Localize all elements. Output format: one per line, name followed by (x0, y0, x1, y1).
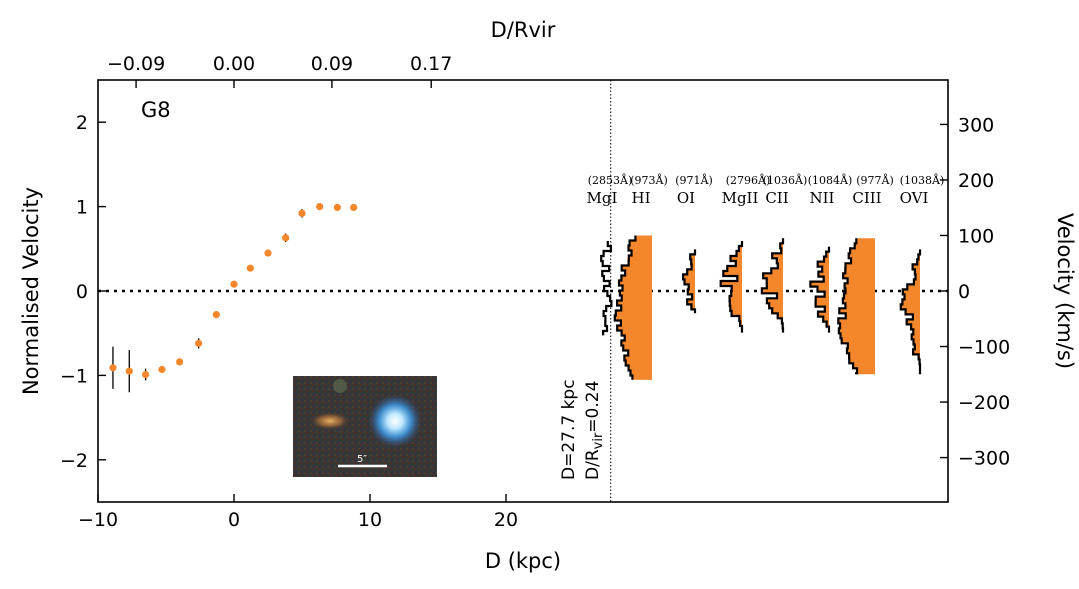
spectrum-wavelength-label: (1036Å) (763, 173, 808, 187)
spectrum-outline (760, 238, 785, 333)
spectrum-outline (682, 249, 697, 314)
data-point (246, 264, 254, 272)
spectrum-wavelength-label: (1084Å) (808, 173, 853, 187)
top-tick-label: −0.09 (107, 53, 165, 75)
spectrum-oi: (971Å) OI (675, 173, 713, 314)
top-tick-label: 0.17 (410, 53, 452, 75)
data-point (125, 367, 133, 375)
data-point (230, 280, 238, 288)
right-tick-label: 0 (958, 281, 970, 303)
spectrum-mgii: (2796Å) MgII (719, 173, 771, 333)
spectrum-ion-label: MgI (587, 189, 618, 207)
right-tick-label: −200 (958, 392, 1010, 414)
y-tick-label: 1 (76, 197, 88, 219)
y-tick-label: −1 (60, 365, 88, 387)
data-point (316, 203, 324, 211)
data-point (142, 370, 150, 379)
data-point (333, 203, 341, 212)
spectrum-wavelength-label: (971Å) (675, 173, 713, 187)
y-tick-label: −2 (60, 450, 88, 472)
x-tick-label: 20 (494, 509, 518, 531)
x-tick-label: 10 (358, 509, 382, 531)
spectrum-wavelength-label: (977Å) (856, 173, 894, 187)
spectrum-hi: (973Å) HI (613, 173, 668, 380)
plot-frame (97, 79, 949, 503)
data-point (109, 364, 117, 372)
galaxy-inset-image: 5″ (293, 376, 437, 477)
spectrum-fill (900, 249, 920, 375)
right-tick-label: 300 (958, 114, 994, 136)
spectrum-ion-label: CIII (852, 189, 881, 207)
spectrum-outline (719, 241, 744, 333)
x-tick-label: −10 (78, 509, 118, 531)
spectrum-ion-label: NII (810, 189, 835, 207)
data-point (195, 339, 203, 347)
top-axis-label: D/Rvir (491, 18, 556, 42)
spectrum-ion-label: OVI (900, 189, 929, 207)
data-points (109, 203, 358, 379)
spectrum-wavelength-label: (973Å) (630, 173, 668, 187)
spectrum-ion-label: CII (765, 189, 788, 207)
spectrum-outline (613, 235, 637, 380)
right-tick-label: 100 (958, 225, 994, 247)
inset-scale-label: 5″ (357, 454, 367, 465)
spectrum-nii: (1084Å) NII (808, 173, 853, 333)
data-point (282, 234, 290, 242)
spectrum-outline (899, 249, 922, 375)
x-tick-label: 0 (228, 509, 240, 531)
spectrum-fill (810, 246, 829, 333)
spectrum-outline (837, 238, 859, 375)
data-point (212, 311, 220, 319)
spectrum-wavelength-label: (1038Å) (900, 173, 945, 187)
spectrum-cii: (1036Å) CII (760, 173, 808, 333)
spectrum-outline (600, 241, 613, 336)
data-point (350, 203, 358, 212)
top-tick-label: 0.09 (311, 53, 353, 75)
right-axis-label: Velocity (km/s) (1053, 213, 1077, 369)
right-tick-label: 200 (958, 170, 994, 192)
data-point (264, 249, 272, 257)
sightline-rvir-label: D/Rvir=0.24 (583, 381, 606, 480)
spectrum-mgi: (2853Å) MgI (587, 173, 633, 336)
x-axis-label: D (kpc) (485, 549, 561, 573)
spectrum-ion-label: MgII (722, 189, 759, 207)
y-tick-label: 0 (76, 281, 88, 303)
spectrum-outline (809, 246, 831, 333)
panel-label: G8 (141, 98, 171, 122)
spectrum-fill (838, 238, 875, 375)
data-point (158, 365, 166, 374)
y-tick-label: 2 (76, 112, 88, 134)
top-tick-label: 0.00 (213, 53, 255, 75)
right-tick-label: −100 (958, 337, 1010, 359)
sightline-distance-label: D=27.7 kpc (559, 379, 579, 480)
spectrum-ion-label: HI (631, 189, 650, 207)
y-axis-label: Normalised Velocity (19, 187, 43, 395)
right-tick-label: −300 (958, 448, 1010, 470)
data-point (298, 209, 306, 217)
spectrum-wavelength-label: (2853Å) (588, 173, 633, 187)
axis-ticks: −10 0 10 20−0.09 0.00 0.09 0.17−2−1012−300−200… (60, 53, 1010, 531)
absorption-spectra: (2853Å)MgI(973Å)HI(971Å)OI(2796Å)MgII(10… (587, 173, 945, 380)
spectrum-ovi: (1038Å) OVI (899, 173, 945, 375)
spectrum-ciii: (977Å) CIII (837, 173, 894, 375)
spectrum-fill (614, 235, 652, 380)
data-point (176, 358, 184, 366)
spectrum-wavelength-label: (2796Å) (726, 173, 771, 187)
spectrum-ion-label: OI (677, 189, 695, 207)
